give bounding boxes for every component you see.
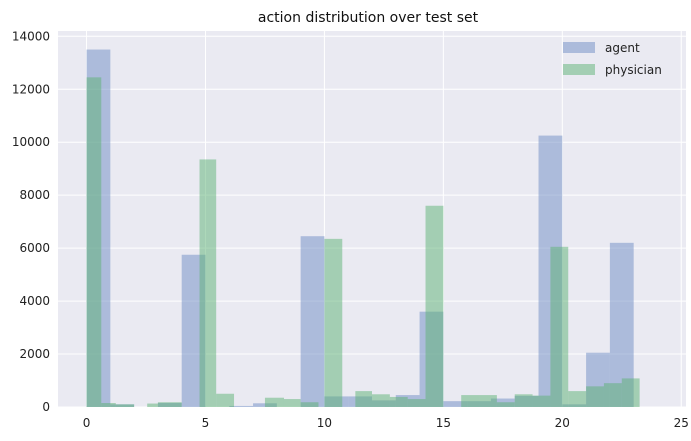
bar-physician xyxy=(568,391,587,407)
bar-physician xyxy=(425,205,444,407)
y-tick-label: 2000 xyxy=(19,347,50,361)
bar-physician xyxy=(586,386,604,407)
bar-agent xyxy=(253,403,277,407)
x-axis-ticks: 0 5 10 15 20 25 xyxy=(83,416,689,430)
bar-physician xyxy=(550,246,569,407)
plot-area xyxy=(58,31,686,407)
bar-physician xyxy=(603,383,622,407)
bar-physician xyxy=(86,77,102,408)
bar-physician xyxy=(372,394,390,407)
bar-physician xyxy=(532,395,551,407)
bar-physician xyxy=(355,391,372,407)
y-tick-label: 8000 xyxy=(19,188,50,202)
bar-physician xyxy=(283,399,301,407)
bar-physician xyxy=(216,393,235,407)
bar-agent xyxy=(609,242,634,407)
y-tick-label: 6000 xyxy=(19,241,50,255)
legend: agent physician xyxy=(563,41,662,77)
y-tick-label: 0 xyxy=(42,400,50,414)
bar-physician xyxy=(147,403,158,407)
x-tick-label: 20 xyxy=(555,416,570,430)
bar-physician xyxy=(300,402,319,407)
bar-physician xyxy=(199,159,217,407)
legend-label-physician: physician xyxy=(605,63,662,77)
legend-label-agent: agent xyxy=(605,41,640,55)
bars xyxy=(86,49,640,408)
x-tick-label: 25 xyxy=(674,416,689,430)
bar-physician xyxy=(324,238,343,407)
bar-physician xyxy=(514,394,533,407)
y-tick-label: 10000 xyxy=(12,135,50,149)
y-tick-label: 4000 xyxy=(19,294,50,308)
bar-physician xyxy=(389,396,408,407)
bar-physician xyxy=(621,378,640,407)
x-tick-label: 0 xyxy=(83,416,91,430)
bar-physician xyxy=(115,404,135,407)
bar-physician xyxy=(496,402,515,407)
bar-physician xyxy=(264,397,284,407)
bar-physician xyxy=(407,399,426,407)
bar-agent xyxy=(300,236,325,407)
bar-physician xyxy=(479,395,497,407)
y-tick-label: 12000 xyxy=(12,82,50,96)
x-tick-label: 5 xyxy=(202,416,210,430)
y-axis-ticks: 0 2000 4000 6000 8000 10000 12000 14000 xyxy=(12,29,50,414)
legend-swatch-physician xyxy=(563,64,595,75)
x-tick-label: 10 xyxy=(317,416,332,430)
legend-swatch-agent xyxy=(563,42,595,53)
y-tick-label: 14000 xyxy=(12,29,50,43)
bar-agent xyxy=(443,401,468,407)
bar-physician xyxy=(461,395,480,407)
bar-physician xyxy=(157,402,182,407)
x-tick-label: 15 xyxy=(436,416,451,430)
chart-title: action distribution over test set xyxy=(258,10,479,26)
bar-physician xyxy=(101,403,116,407)
bar-agent xyxy=(229,405,254,407)
